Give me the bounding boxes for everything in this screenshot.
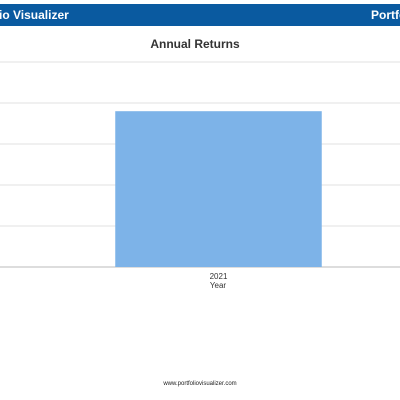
x-axis-label: Year	[210, 281, 227, 290]
x-tick-label: 2021	[210, 272, 228, 281]
header-brand: Portfo	[371, 8, 400, 22]
footer-url: www.portfoliovisualizer.com	[163, 381, 237, 387]
bar-2021	[115, 111, 322, 267]
chart-title: Annual Returns	[150, 37, 240, 51]
header-title: io Visualizer	[0, 8, 69, 22]
bar-layer	[115, 111, 322, 267]
header-bar: io Visualizer Portfo	[0, 4, 400, 26]
tick-layer: 2021	[210, 272, 228, 281]
